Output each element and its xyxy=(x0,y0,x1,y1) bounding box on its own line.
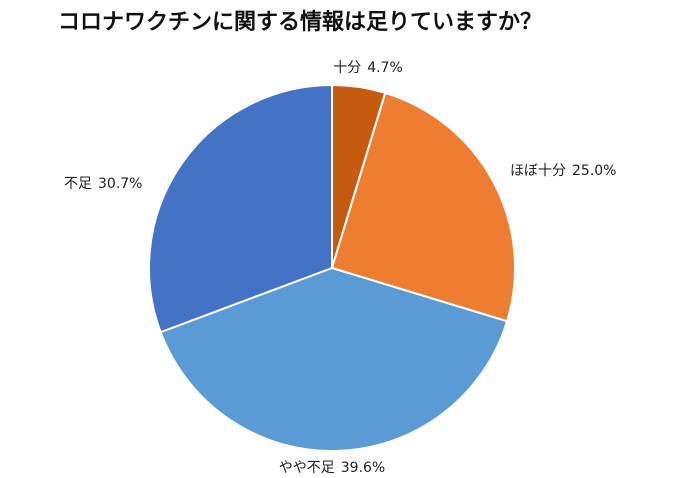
slice-label-name: 十分 xyxy=(333,60,361,76)
slice-label-2: ほぼ十分 25.0% xyxy=(510,163,616,179)
slice-label-1: 十分 4.7% xyxy=(333,60,403,76)
slice-label-name: やや不足 xyxy=(279,460,335,476)
slice-label-3: やや不足 39.6% xyxy=(279,460,385,476)
slice-label-value: 4.7% xyxy=(367,60,403,76)
slice-label-value: 39.6% xyxy=(341,460,385,476)
slice-label-name: 不足 xyxy=(64,176,92,192)
slice-label-value: 30.7% xyxy=(98,176,142,192)
slice-labels: 十分 4.7% ほぼ十分 25.0% やや不足 39.6% 不足 30.7% xyxy=(64,60,616,476)
slice-label-4: 不足 30.7% xyxy=(64,176,142,192)
chart-title: コロナワクチンに関する情報は足りていますか？ xyxy=(58,10,543,35)
slice-label-value: 25.0% xyxy=(572,163,616,179)
pie-slice-4 xyxy=(148,83,333,334)
pie-slice-2 xyxy=(330,91,516,323)
slice-label-name: ほぼ十分 xyxy=(510,163,566,179)
pie-slices xyxy=(148,83,516,452)
pie-slice-3 xyxy=(159,266,509,452)
